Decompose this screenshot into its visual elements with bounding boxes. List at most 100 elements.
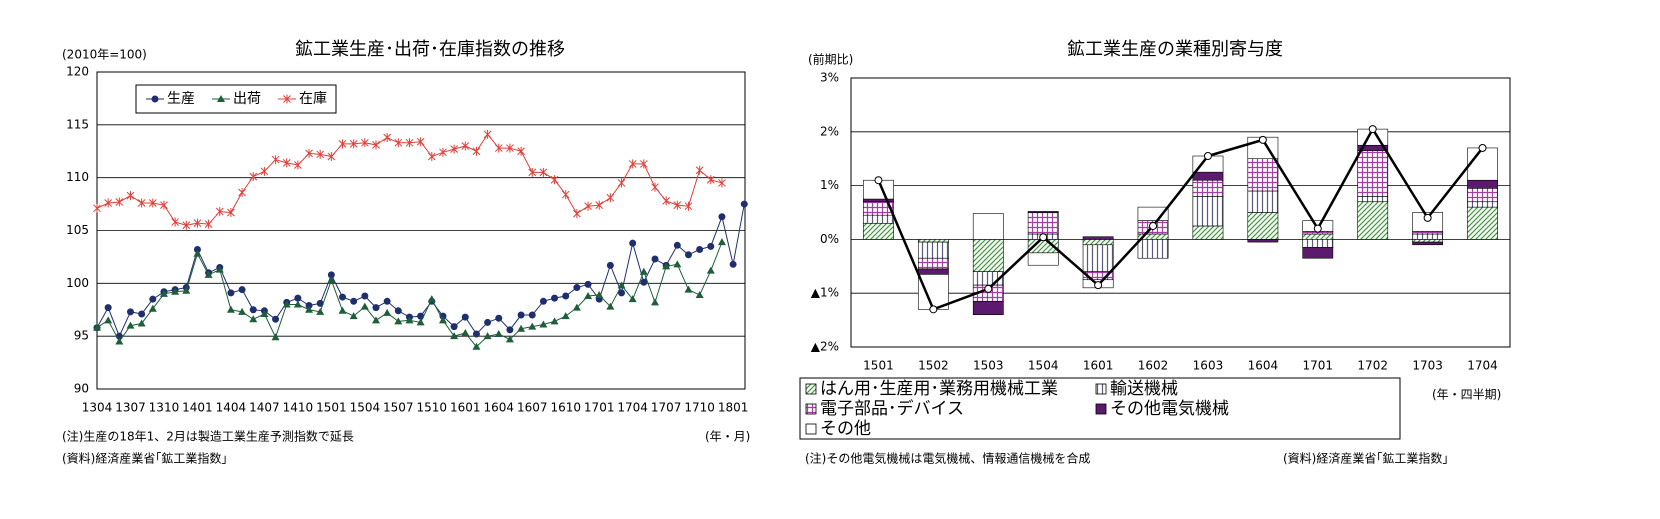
bar-segment	[917, 268, 949, 275]
marker	[193, 218, 202, 228]
x-tick-label: 1404	[216, 401, 247, 415]
x-tick-label: 1710	[684, 401, 715, 415]
note: (資料)経済産業省｢鉱工業指数｣	[62, 451, 227, 466]
marker	[573, 284, 581, 292]
marker	[148, 304, 157, 312]
marker	[461, 313, 469, 321]
marker	[528, 311, 536, 319]
marker	[929, 305, 938, 314]
bar-segment	[972, 213, 1004, 240]
marker	[561, 312, 570, 320]
marker	[416, 318, 425, 326]
x-tick-label: 1501	[316, 401, 347, 415]
y-tick-label: 90	[74, 382, 89, 396]
legend-swatch	[805, 403, 817, 415]
bar-segment	[917, 239, 949, 243]
y-tick-label: 100	[66, 276, 89, 290]
marker	[1094, 281, 1103, 290]
marker	[160, 200, 168, 210]
marker	[461, 328, 470, 336]
x-tick-label: 1703	[1412, 359, 1443, 373]
bar-segment	[863, 198, 894, 203]
marker	[217, 95, 225, 102]
marker	[394, 317, 403, 325]
marker	[126, 191, 135, 201]
marker	[695, 290, 704, 298]
marker	[495, 314, 503, 322]
marker	[138, 310, 146, 318]
legend-swatch	[805, 423, 817, 435]
marker	[294, 294, 302, 302]
legend-box	[135, 84, 337, 114]
note: (注)生産の18年1、2月は製造工業生産予測指数で延長	[62, 429, 354, 444]
marker	[394, 138, 403, 148]
marker	[182, 220, 191, 230]
marker	[561, 190, 570, 200]
marker	[484, 318, 492, 326]
marker	[639, 159, 648, 169]
marker	[338, 306, 347, 314]
bar-segment	[1027, 212, 1059, 235]
marker	[126, 308, 134, 316]
marker	[305, 148, 313, 158]
y-tick-label: 1%	[820, 178, 839, 192]
bar-segment	[1027, 211, 1059, 213]
bar-segment	[1027, 252, 1059, 266]
marker	[673, 241, 681, 249]
marker	[517, 146, 525, 156]
bar-segment	[1357, 196, 1389, 203]
x-tick-label: 1801	[718, 401, 749, 415]
marker	[383, 133, 392, 143]
x-tick-label: 1307	[115, 401, 146, 415]
marker	[438, 316, 447, 324]
marker	[149, 295, 157, 303]
bar-segment	[1082, 244, 1114, 272]
marker	[628, 295, 637, 303]
bar-segment	[917, 274, 949, 310]
marker	[394, 307, 402, 315]
marker	[361, 292, 369, 300]
y-tick-label: 105	[66, 223, 89, 237]
x-tick-label: 1601	[1083, 359, 1114, 373]
marker	[360, 302, 369, 310]
marker	[539, 167, 548, 177]
marker	[316, 149, 325, 159]
marker	[416, 137, 425, 147]
marker	[137, 198, 146, 208]
marker	[573, 209, 581, 219]
x-tick-label: 1610	[550, 401, 581, 415]
marker	[151, 95, 159, 103]
marker	[584, 280, 592, 288]
marker	[238, 286, 246, 294]
x-tick-label: 1601	[450, 401, 481, 415]
y-axis-label: (2010年=100)	[62, 48, 147, 62]
legend-label: 生産	[167, 91, 195, 107]
marker	[984, 284, 993, 293]
bar-segment	[863, 222, 894, 240]
marker	[171, 287, 180, 295]
marker	[740, 200, 748, 208]
marker	[115, 197, 124, 207]
marker	[517, 324, 526, 332]
y-tick-label: 95	[74, 329, 89, 343]
legend-swatch	[805, 383, 817, 395]
marker	[193, 246, 201, 254]
x-tick-label: 1604	[1248, 359, 1279, 373]
x-tick-label: 1501	[863, 359, 894, 373]
marker	[1478, 143, 1487, 152]
legend-swatch	[1095, 403, 1107, 415]
marker	[272, 315, 280, 323]
marker	[1149, 221, 1158, 230]
marker	[450, 332, 459, 340]
y-tick-label: 3%	[820, 71, 839, 85]
marker	[1423, 213, 1432, 222]
marker	[684, 201, 693, 211]
marker	[618, 289, 626, 297]
bar-segment	[972, 239, 1004, 272]
y-tick-label: 110	[66, 170, 89, 184]
marker	[662, 196, 671, 206]
marker	[717, 238, 726, 246]
x-tick-label: 1310	[149, 401, 180, 415]
marker	[729, 260, 737, 268]
x-tick-label: 1504	[350, 401, 381, 415]
